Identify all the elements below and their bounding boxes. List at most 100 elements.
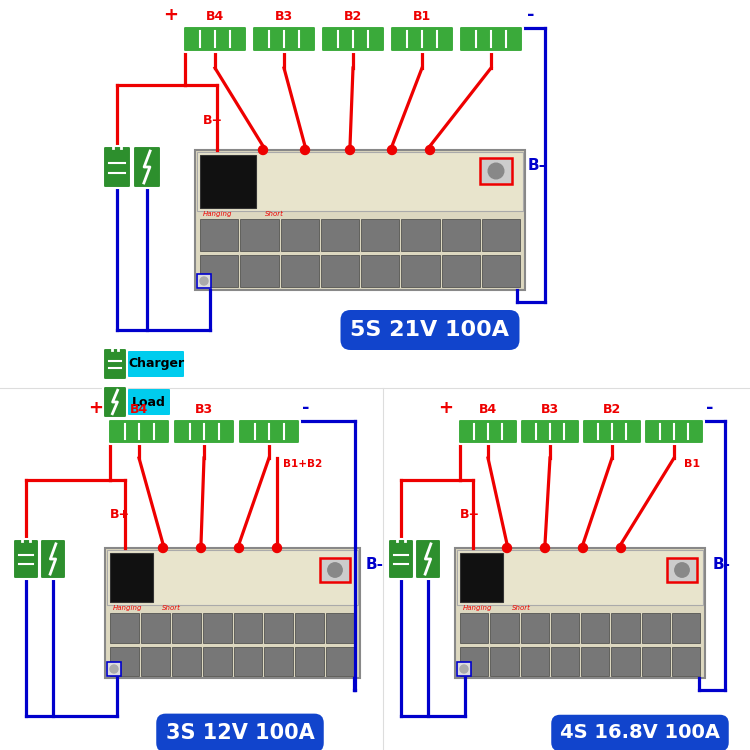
FancyBboxPatch shape <box>321 26 385 52</box>
FancyBboxPatch shape <box>458 419 518 444</box>
Bar <box>321 219 359 251</box>
Text: -: - <box>706 399 714 417</box>
Bar <box>141 646 170 676</box>
Circle shape <box>328 562 342 578</box>
Circle shape <box>272 544 281 553</box>
Text: -: - <box>527 6 535 24</box>
Bar <box>641 613 670 643</box>
FancyBboxPatch shape <box>459 26 523 52</box>
Bar <box>110 646 139 676</box>
Text: B+: B+ <box>203 114 223 127</box>
FancyBboxPatch shape <box>128 389 170 415</box>
Bar <box>326 646 355 676</box>
Bar <box>520 613 549 643</box>
Bar <box>320 558 350 582</box>
Bar <box>280 255 319 287</box>
Text: Hanging: Hanging <box>203 211 232 217</box>
FancyBboxPatch shape <box>108 419 170 444</box>
Bar <box>482 219 520 251</box>
Bar <box>460 646 488 676</box>
Bar <box>110 613 139 643</box>
Text: 3S 12V 100A: 3S 12V 100A <box>166 723 314 743</box>
Circle shape <box>158 544 167 553</box>
Text: B3: B3 <box>541 403 559 416</box>
FancyBboxPatch shape <box>582 419 642 444</box>
Text: B1+B2: B1+B2 <box>283 459 322 469</box>
Circle shape <box>675 562 689 578</box>
FancyBboxPatch shape <box>128 351 184 377</box>
Circle shape <box>578 544 587 553</box>
Bar <box>581 613 609 643</box>
Bar <box>550 613 579 643</box>
Text: Charger: Charger <box>128 358 184 370</box>
Bar <box>200 255 238 287</box>
Text: Short: Short <box>162 604 182 610</box>
Bar <box>611 646 640 676</box>
Text: B2: B2 <box>344 10 362 23</box>
Circle shape <box>200 277 208 285</box>
Bar <box>672 646 700 676</box>
Bar <box>195 150 525 290</box>
FancyBboxPatch shape <box>520 419 580 444</box>
Bar <box>107 550 358 604</box>
Bar <box>550 646 579 676</box>
Bar <box>442 255 480 287</box>
Bar <box>233 646 262 676</box>
Text: B2: B2 <box>603 403 621 416</box>
Bar <box>240 219 278 251</box>
Circle shape <box>259 146 268 154</box>
Bar <box>240 255 278 287</box>
Bar <box>200 219 238 251</box>
FancyBboxPatch shape <box>13 539 39 579</box>
Bar <box>482 255 520 287</box>
Bar <box>581 646 609 676</box>
Bar <box>460 553 503 602</box>
Text: 5S 21V 100A: 5S 21V 100A <box>350 320 509 340</box>
Text: B+: B+ <box>110 508 130 521</box>
Text: +: + <box>88 399 104 417</box>
Text: B-: B- <box>528 158 546 173</box>
Bar <box>105 548 360 678</box>
FancyBboxPatch shape <box>388 749 412 750</box>
Bar <box>520 646 549 676</box>
Bar <box>197 152 523 211</box>
Bar <box>296 613 324 643</box>
Bar <box>200 155 256 208</box>
Bar <box>172 613 201 643</box>
Text: Hanging: Hanging <box>113 604 142 610</box>
Text: B1: B1 <box>413 10 431 23</box>
Bar <box>202 646 232 676</box>
Bar <box>641 646 670 676</box>
Bar <box>321 255 359 287</box>
Bar <box>264 613 293 643</box>
Circle shape <box>388 146 397 154</box>
Circle shape <box>110 665 118 673</box>
Bar <box>401 219 439 251</box>
Bar <box>233 613 262 643</box>
Text: B1: B1 <box>684 459 700 469</box>
Bar <box>480 158 512 184</box>
FancyBboxPatch shape <box>644 419 704 444</box>
Bar <box>107 662 121 676</box>
Bar <box>326 613 355 643</box>
Text: B+: B+ <box>460 508 480 521</box>
Circle shape <box>235 544 244 553</box>
Bar <box>457 662 471 676</box>
FancyBboxPatch shape <box>13 749 37 750</box>
FancyBboxPatch shape <box>103 386 127 418</box>
Text: B-: B- <box>366 557 384 572</box>
Text: +: + <box>164 6 178 24</box>
Circle shape <box>301 146 310 154</box>
Text: B4: B4 <box>206 10 224 23</box>
Text: -: - <box>302 399 310 417</box>
Text: B-: B- <box>713 557 731 572</box>
Bar <box>172 646 201 676</box>
Text: Load: Load <box>132 395 166 409</box>
Bar <box>110 553 153 602</box>
Bar <box>490 646 518 676</box>
Text: 4S 16.8V 100A: 4S 16.8V 100A <box>560 724 720 742</box>
Text: Short: Short <box>265 211 284 217</box>
Bar <box>611 613 640 643</box>
Circle shape <box>503 544 512 553</box>
Bar <box>401 255 439 287</box>
